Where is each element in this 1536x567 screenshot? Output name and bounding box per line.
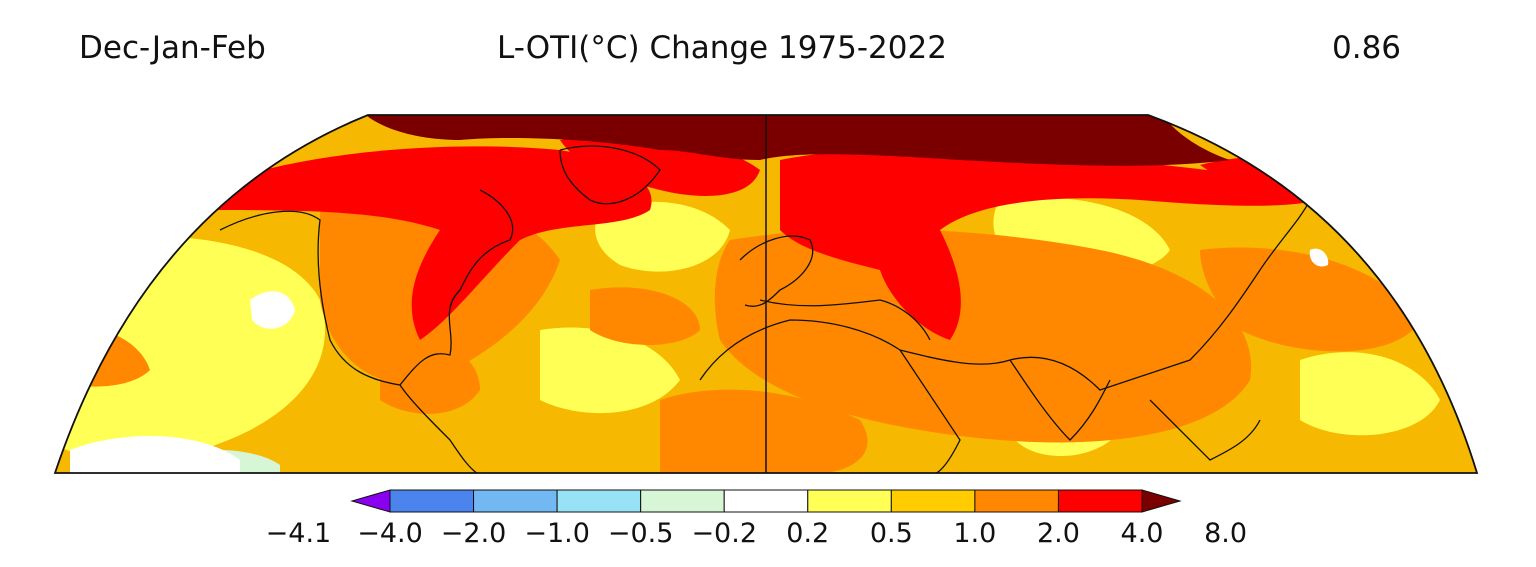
colorbar-tick-label: −0.5 [607,518,674,549]
anomaly-region-eurasia [714,229,1252,443]
season-label: Dec-Jan-Feb [79,30,266,66]
colorbar-segment [640,489,725,513]
colorbar-tick-label: −0.2 [691,518,757,549]
coastline-asia [899,199,1311,391]
map-title: L-OTI(°C) Change 1975-2022 [497,30,947,66]
anomaly-region-central-atlantic [540,327,680,414]
colorbar-tick-label: −4.1 [265,518,332,549]
anomaly-region-north-atlantic [595,201,730,272]
colorbar-segment [473,489,558,513]
anomaly-region-mid-atlantic [590,287,700,345]
coastline-india [1009,359,1111,441]
colorbar-segment [807,489,892,513]
colorbar-tick-label: 1.0 [953,518,997,549]
coastline-central-america [399,384,481,473]
colorbar-tick-label: 8.0 [1204,518,1248,549]
anomaly-region-white-south-pacific [70,436,240,473]
colorbar-segment [723,489,809,513]
colorbar-segment [890,489,976,513]
colorbar-tick-label: 2.0 [1036,518,1080,549]
colorbar-tick-label: 0.2 [786,518,830,549]
anomaly-region-west-pacific [1200,247,1420,352]
colorbar-tick-label: −1.0 [524,518,590,549]
anomaly-region-arctic-canada [200,146,652,340]
colorbar-tick-label: 4.0 [1120,518,1164,549]
coastlines [219,145,1311,473]
coastline-africa [699,319,961,473]
colorbar-arrow-high [1141,489,1182,513]
colorbar-segment [556,489,642,513]
colorbar-arrow-low [350,489,391,513]
anomaly-region-east-pacific [1300,352,1440,436]
coastline-southeast-asia [1149,399,1261,461]
colorbar-tick-label: −2.0 [440,518,507,549]
anomaly-region-white-japan [1309,248,1329,267]
coastline-mediterranean [759,299,931,341]
coastline-north-america [219,189,514,386]
coastline-greenland [559,145,661,205]
anomaly-region-caribbean [380,337,480,414]
anomaly-region-europe-russia [780,148,1320,340]
colorbar-segment [974,489,1059,513]
colorbar-tick-label: 0.5 [869,518,913,549]
anomaly-region-africa [660,389,868,473]
global-mean-value: 0.86 [1332,30,1402,66]
colorbar-tick-label: −4.0 [357,518,423,549]
map-frame [53,114,1479,474]
colorbar-segment [1057,489,1143,513]
anomaly-region-white-pacific [250,291,295,329]
anomaly-region-arctic-ocean [360,115,1230,166]
colorbar-segment [389,489,475,513]
